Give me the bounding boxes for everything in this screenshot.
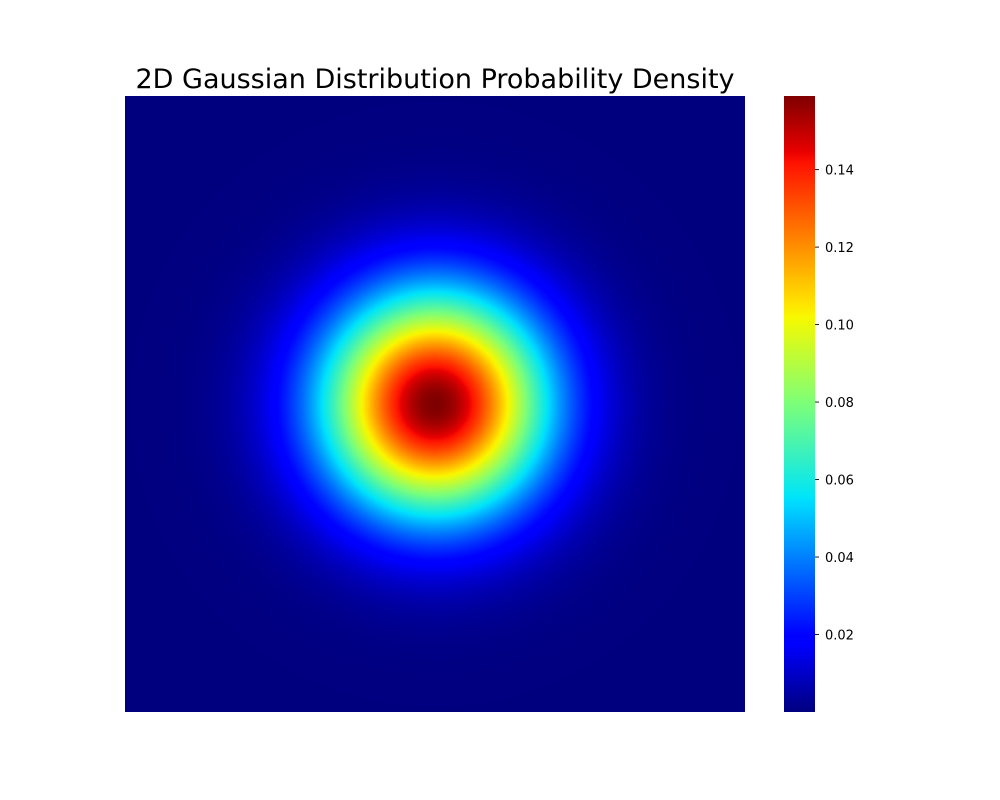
colorbar-tick-label: 0.12 bbox=[825, 241, 854, 256]
heatmap-image bbox=[125, 96, 745, 712]
colorbar-tick-label: 0.08 bbox=[825, 396, 854, 411]
colorbar bbox=[784, 96, 815, 712]
colorbar-tick-label: 0.10 bbox=[825, 319, 854, 334]
colorbar-ticks: 0.02 0.04 0.06 0.08 0.10 0.12 0.14 bbox=[815, 164, 854, 644]
colorbar-tick-label: 0.14 bbox=[825, 164, 854, 179]
colorbar-tick-label: 0.04 bbox=[825, 551, 854, 566]
colorbar-tick-label: 0.02 bbox=[825, 629, 854, 644]
chart-title: 2D Gaussian Distribution Probability Den… bbox=[135, 64, 734, 95]
colorbar-tick-label: 0.06 bbox=[825, 474, 854, 489]
